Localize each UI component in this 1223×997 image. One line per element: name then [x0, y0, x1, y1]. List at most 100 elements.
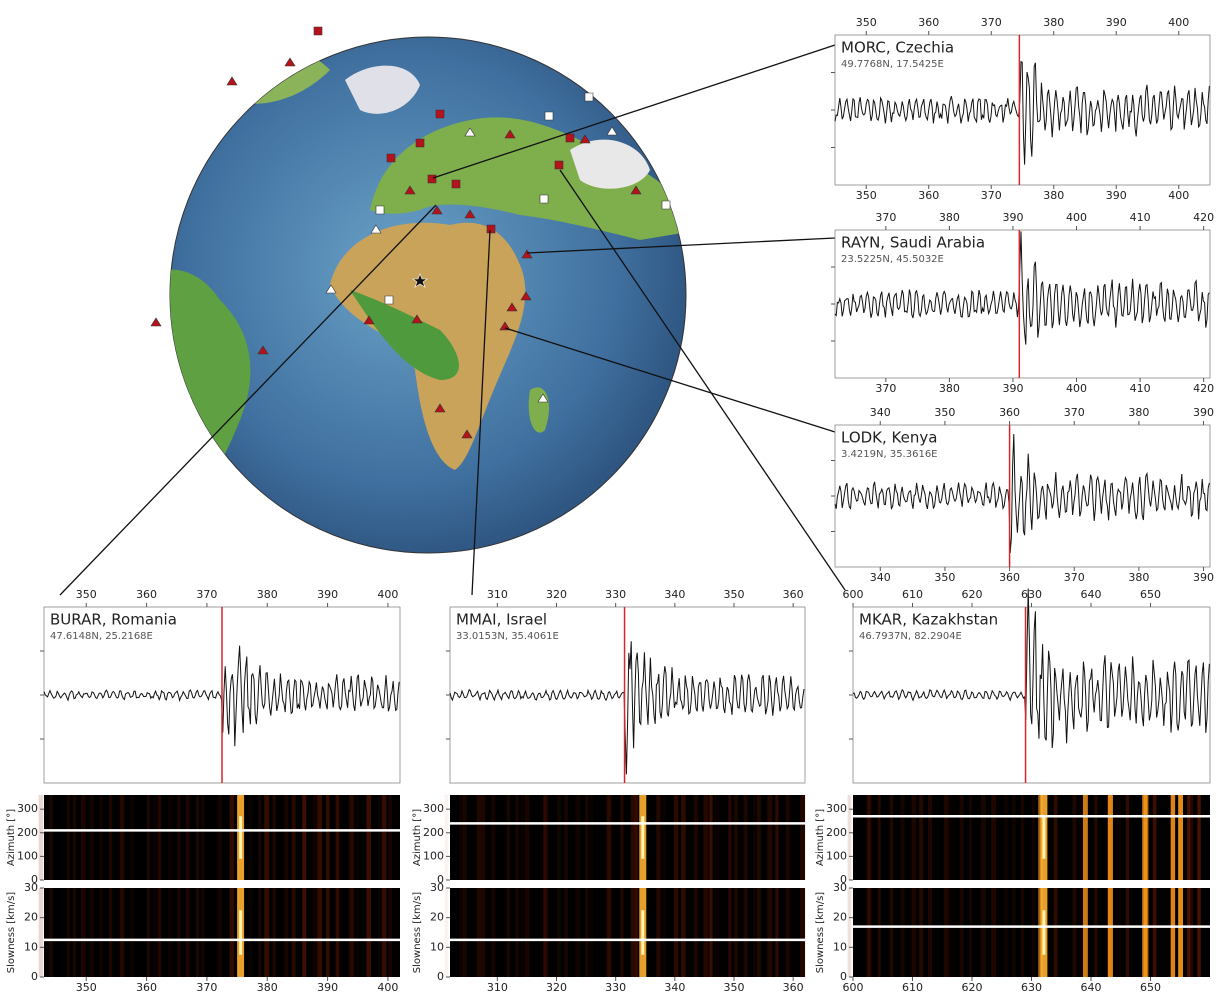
heatmap-peak-core	[1042, 910, 1045, 955]
heatmap-stripe	[258, 888, 261, 977]
x-tick-label: 360	[999, 571, 1020, 584]
x-tick-label: 320	[546, 981, 567, 993]
heatmap-stripe	[230, 795, 235, 880]
heatmap-stripe	[981, 795, 986, 880]
x-tick-label: 330	[605, 981, 626, 993]
heatmap-stripe	[1126, 795, 1130, 880]
x-tick-label: 310	[487, 981, 508, 993]
heatmap-stripe	[1153, 795, 1157, 880]
heatmap-stripe	[388, 888, 391, 977]
station-name: RAYN, Saudi Arabia	[841, 234, 985, 252]
heatmap-stripe	[969, 795, 972, 880]
heatmap-stripe	[284, 795, 288, 880]
heatmap-stripe	[130, 795, 134, 880]
x-tick-label: 330	[605, 588, 626, 601]
y-tick-label: 0	[840, 970, 847, 983]
heatmap-stripe	[99, 888, 103, 977]
heatmap-stripe	[767, 795, 772, 880]
heatmap-stripe	[656, 888, 660, 977]
heatmap-stripe	[336, 795, 340, 880]
x-tick-label: 630	[1021, 588, 1042, 601]
y-tick-label: 100	[826, 849, 847, 862]
heatmap-stripe	[734, 795, 738, 880]
heatmap-stripe	[786, 795, 790, 880]
heatmap-stripe	[848, 888, 852, 977]
heatmap-stripe	[635, 888, 639, 977]
y-tick-label: 10	[430, 940, 444, 953]
heatmap-stripe	[130, 888, 134, 977]
station-name: MORC, Czechia	[841, 39, 954, 57]
heatmap-stripe	[969, 888, 972, 977]
heatmap-stripe	[349, 888, 354, 977]
heatmap-stripe	[757, 795, 761, 880]
x-tick-label: 650	[1140, 981, 1161, 993]
heatmap-stripe	[1072, 888, 1076, 977]
heatmap-stripe	[878, 888, 881, 977]
heatmap-stripe	[158, 795, 162, 880]
x-tick-label: 350	[76, 981, 97, 993]
x-tick-label: 340	[664, 981, 685, 993]
station-coords: 33.0153N, 35.4061E	[456, 631, 559, 642]
heatmap-stripe	[258, 795, 261, 880]
x-tick-label: 350	[724, 981, 745, 993]
heatmap-stripe	[313, 795, 318, 880]
heatmap-stripe	[1072, 795, 1076, 880]
heatmap-stripe	[477, 795, 482, 880]
heatmap-stripe	[656, 795, 660, 880]
heatmap-stripe	[753, 888, 756, 977]
heatmap-stripe	[317, 795, 322, 880]
x-tick-label: 610	[902, 588, 923, 601]
x-tick-label: 340	[664, 588, 685, 601]
heatmap-stripe	[264, 795, 269, 880]
x-tick-label: 360	[999, 406, 1020, 419]
x-tick-label: 370	[196, 981, 217, 993]
y-tick-label: 30	[430, 881, 444, 894]
heatmap-stripe	[620, 795, 623, 880]
heatmap-stripe	[564, 795, 567, 880]
heatmap-bg	[450, 795, 805, 880]
heatmap-stripe	[709, 888, 712, 977]
x-tick-label: 630	[1021, 981, 1042, 993]
heatmap-stripe	[928, 795, 932, 880]
heatmap-stripe	[355, 795, 359, 880]
heatmap-stripe	[158, 888, 162, 977]
heatmap-stripe	[868, 795, 872, 880]
x-tick-label: 600	[843, 588, 864, 601]
heatmap-peak-core	[239, 816, 242, 859]
heatmap-stripe	[919, 795, 922, 880]
heatmap-stripe	[248, 888, 252, 977]
heatmap-stripe	[878, 795, 881, 880]
heatmap-stripe	[378, 795, 382, 880]
x-tick-label: 350	[934, 406, 955, 419]
heatmap-stripe	[662, 795, 666, 880]
heatmap-stripe	[1012, 795, 1016, 880]
heatmap-stripe	[944, 795, 948, 880]
heatmap-stripe	[662, 888, 666, 977]
x-tick-label: 640	[1081, 588, 1102, 601]
heatmap-stripe	[201, 888, 205, 977]
heatmap-stripe	[1079, 795, 1082, 880]
heatmap-stripe	[366, 888, 371, 977]
x-tick-label: 370	[981, 189, 1002, 202]
x-tick-label: 370	[1064, 406, 1085, 419]
heatmap-stripe	[800, 795, 805, 880]
heatmap-stripe	[302, 888, 306, 977]
figure: MORC, Czechia49.7768N, 17.5425E350350360…	[0, 0, 1223, 993]
heatmap-stripe	[1171, 888, 1175, 977]
heatmap-stripe	[120, 888, 125, 977]
y-tick-label: 10	[24, 940, 38, 953]
heatmap-stripe	[1188, 795, 1193, 880]
heatmap-stripe	[607, 795, 611, 880]
heatmap-stripe	[564, 888, 567, 977]
heatmap-stripe	[890, 795, 893, 880]
panel-frame	[835, 35, 1210, 185]
heatmap-stripe	[681, 795, 686, 880]
y-tick-label: 100	[423, 849, 444, 862]
y-tick-label: 200	[17, 826, 38, 839]
heatmap-stripe	[767, 888, 772, 977]
x-tick-label: 360	[783, 981, 804, 993]
y-axis-label: Azimuth [°]	[815, 809, 826, 866]
x-tick-label: 610	[902, 981, 923, 993]
heatmap-stripe	[848, 795, 852, 880]
x-tick-label: 390	[1193, 406, 1214, 419]
